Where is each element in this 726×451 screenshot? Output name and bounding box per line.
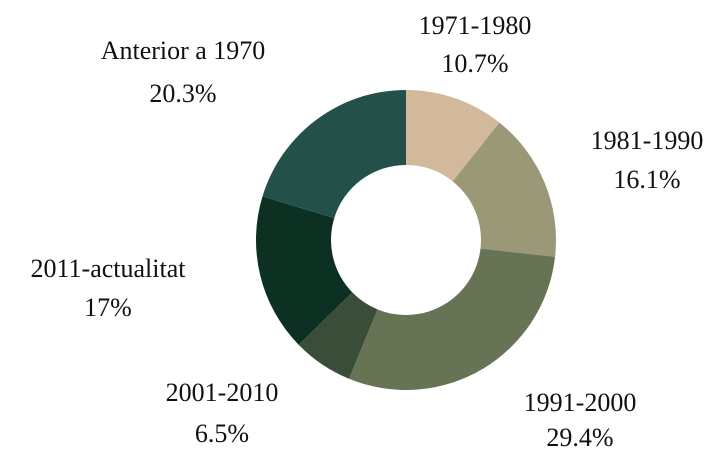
slice-value-label: 20.3% xyxy=(149,79,216,108)
slice-value-label: 16.1% xyxy=(613,165,680,194)
slice-label: 2011-actualitat xyxy=(31,254,187,283)
donut-slice xyxy=(406,90,500,182)
slice-label: 1971-1980 xyxy=(419,11,532,40)
donut-slice xyxy=(262,90,406,219)
slice-label: Anterior a 1970 xyxy=(101,36,266,65)
donut-slice xyxy=(349,248,556,390)
slice-label: 1981-1990 xyxy=(591,126,704,155)
slice-value-label: 29.4% xyxy=(546,423,613,451)
slice-value-label: 17% xyxy=(84,293,132,322)
slice-value-label: 6.5% xyxy=(195,419,249,448)
slice-label: 1991-2000 xyxy=(524,388,637,417)
donut-slice xyxy=(298,292,378,379)
slice-value-label: 10.7% xyxy=(441,49,508,78)
donut-slice xyxy=(256,196,353,345)
donut-slice xyxy=(452,122,556,257)
slice-label: 2001-2010 xyxy=(166,378,279,407)
